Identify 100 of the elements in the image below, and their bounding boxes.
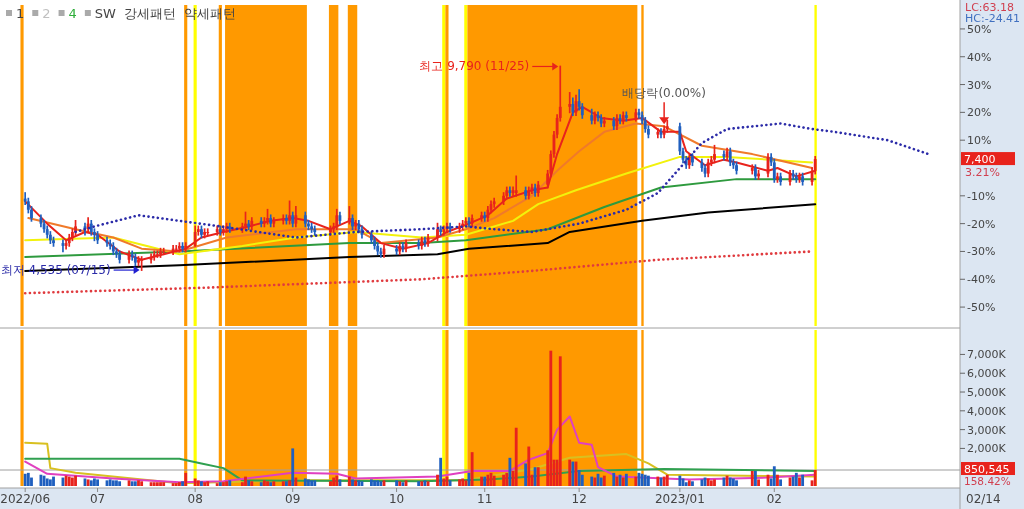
candlestick bbox=[798, 172, 801, 183]
y-tick-label: -10% bbox=[967, 189, 996, 203]
bar bbox=[74, 475, 77, 486]
bar bbox=[713, 479, 716, 486]
bar bbox=[193, 478, 197, 486]
y-tick-label: 20% bbox=[967, 106, 992, 120]
bar bbox=[643, 474, 647, 486]
line-series bbox=[24, 441, 817, 485]
bar bbox=[757, 479, 760, 486]
y-tick-label: -30% bbox=[967, 245, 996, 259]
bar bbox=[754, 470, 757, 486]
bar bbox=[259, 482, 263, 486]
bar bbox=[30, 477, 33, 486]
bar bbox=[335, 475, 339, 486]
bar bbox=[549, 350, 553, 486]
bar bbox=[370, 479, 373, 486]
x-tick-label: 12 bbox=[571, 492, 587, 506]
annotation: 2 bbox=[42, 6, 51, 21]
bar bbox=[140, 481, 144, 486]
candlestick bbox=[294, 206, 298, 228]
candlestick bbox=[794, 172, 798, 183]
bar bbox=[307, 479, 310, 486]
ref-line-label: 850,545 bbox=[964, 463, 1010, 477]
annotation: SW bbox=[94, 6, 117, 21]
bar bbox=[133, 481, 137, 486]
y-tick-label: 7,000K bbox=[967, 348, 1007, 362]
bar bbox=[464, 480, 468, 486]
candlestick bbox=[215, 225, 219, 236]
y-tick-label: -40% bbox=[967, 273, 996, 287]
bar bbox=[291, 448, 295, 486]
bar bbox=[470, 452, 474, 486]
bar bbox=[502, 474, 506, 486]
y-tick-label: 4,000K bbox=[967, 404, 1007, 418]
bar bbox=[665, 474, 669, 486]
bar bbox=[48, 479, 52, 486]
bar bbox=[67, 476, 71, 486]
bar bbox=[351, 479, 354, 486]
line-series bbox=[24, 457, 817, 483]
bar bbox=[184, 472, 188, 486]
y-tick-label: 3,000K bbox=[967, 423, 1007, 437]
candlestick bbox=[483, 211, 487, 222]
bar bbox=[310, 480, 314, 486]
bar bbox=[155, 482, 159, 486]
candlestick bbox=[735, 161, 738, 175]
candlestick bbox=[779, 172, 782, 186]
bar bbox=[779, 479, 782, 486]
bar bbox=[162, 482, 166, 486]
text: HC:-24.41 bbox=[965, 12, 1021, 25]
y-tick-label: 6,000K bbox=[967, 367, 1007, 381]
bar bbox=[439, 457, 443, 486]
candlestick bbox=[184, 242, 188, 253]
y-tick-label: 40% bbox=[967, 50, 992, 64]
candlestick bbox=[288, 200, 291, 225]
candlestick bbox=[656, 128, 660, 139]
candlestick bbox=[750, 164, 754, 175]
bar bbox=[735, 480, 738, 486]
y-tick-label: 5,000K bbox=[967, 386, 1007, 400]
bar bbox=[612, 472, 616, 486]
candlestick bbox=[259, 217, 263, 228]
bar bbox=[206, 481, 210, 486]
line-series bbox=[24, 415, 817, 484]
candlestick bbox=[351, 214, 354, 231]
bar bbox=[794, 472, 798, 486]
bar bbox=[524, 463, 528, 486]
candlestick bbox=[266, 208, 269, 225]
bar bbox=[171, 483, 175, 486]
candlestick bbox=[200, 225, 203, 239]
candlestick bbox=[162, 247, 166, 256]
candlestick bbox=[203, 228, 206, 239]
bar bbox=[118, 481, 122, 486]
candlestick bbox=[193, 225, 197, 247]
candlestick bbox=[118, 250, 122, 264]
candlestick bbox=[281, 214, 285, 225]
candlestick bbox=[285, 214, 288, 225]
x-tick-label: 2023/01 bbox=[654, 492, 705, 506]
bar bbox=[480, 476, 483, 486]
bar bbox=[26, 472, 30, 486]
bar bbox=[558, 356, 562, 486]
y-tick-label: -20% bbox=[967, 217, 996, 231]
text: 02/14 bbox=[966, 492, 1001, 506]
bar bbox=[329, 481, 332, 486]
candlestick bbox=[713, 144, 716, 164]
bar bbox=[281, 481, 285, 486]
bar bbox=[244, 476, 247, 486]
x-tick-label: 02 bbox=[766, 492, 782, 506]
x-tick-label: 07 bbox=[89, 492, 106, 506]
candlestick bbox=[222, 225, 225, 236]
bar bbox=[813, 470, 817, 486]
candlestick bbox=[401, 242, 405, 253]
text: 7,400 bbox=[964, 153, 996, 167]
candlestick bbox=[480, 211, 483, 222]
bar bbox=[646, 475, 650, 486]
bar bbox=[458, 479, 461, 486]
bar bbox=[527, 446, 531, 486]
bar bbox=[23, 473, 27, 486]
text: LC:63.18 bbox=[965, 1, 1015, 14]
bar bbox=[303, 478, 307, 486]
candlestick bbox=[436, 222, 439, 242]
bar bbox=[93, 478, 96, 486]
x-tick-label: 11 bbox=[477, 492, 493, 506]
